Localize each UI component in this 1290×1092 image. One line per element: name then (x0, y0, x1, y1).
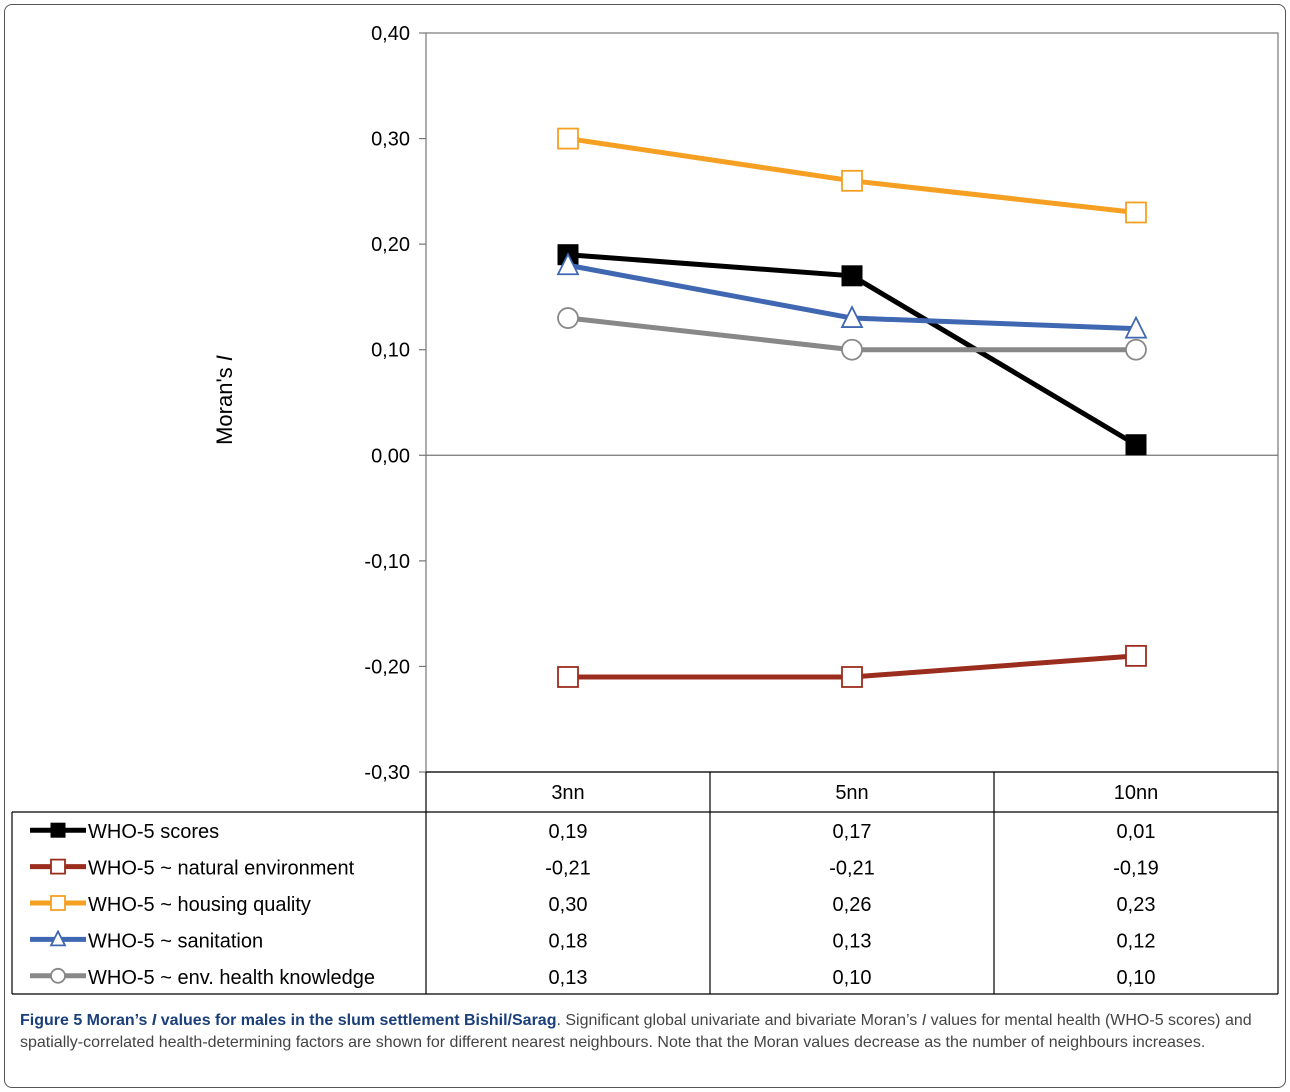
caption-label-italic: I (151, 1012, 157, 1029)
data-point (1125, 434, 1147, 456)
y-axis-title-italic: I (212, 355, 237, 361)
data-label: 0,26 (833, 894, 872, 916)
series-3 (556, 252, 1148, 339)
legend-marker (50, 858, 66, 875)
y-tick-label: 0,30 (371, 129, 410, 151)
data-point (557, 127, 579, 150)
caption-label-rest: values for males in the slum settlement … (156, 1012, 557, 1029)
plot-border (425, 32, 1279, 773)
data-point (1125, 201, 1147, 224)
legend-marker (50, 967, 66, 984)
x-category-label: 3nn (551, 782, 584, 804)
data-point (1125, 644, 1147, 667)
data-point (841, 265, 863, 287)
data-point (1125, 338, 1147, 361)
caption-italic: I (921, 1012, 927, 1029)
legend-entry: WHO-5 ~ natural environment (88, 858, 355, 880)
data-label: -0,19 (1113, 858, 1159, 880)
data-label: 0,13 (833, 930, 872, 952)
y-tick-label: -0,20 (364, 656, 410, 678)
series-1 (557, 644, 1147, 688)
caption-label: Figure 5 Moran’s (20, 1012, 152, 1029)
legend-entry: WHO-5 ~ sanitation (88, 930, 263, 952)
legend-marker (50, 895, 66, 911)
y-axis-title-text: Moran's (212, 361, 237, 445)
data-point (840, 305, 864, 328)
data-label: 0,01 (1117, 821, 1156, 843)
caption-text-1: . Significant global univariate and biva… (556, 1012, 922, 1029)
data-point (557, 307, 579, 329)
data-point (841, 338, 863, 361)
data-point (557, 666, 579, 688)
data-point (841, 169, 863, 192)
figure-frame (4, 4, 1286, 1088)
legend-entry: WHO-5 ~ env. health knowledge (88, 967, 375, 989)
data-point (1124, 315, 1148, 339)
data-label: -0,21 (545, 858, 591, 880)
plot-area (425, 32, 1279, 773)
y-tick-label: 0,20 (371, 234, 410, 256)
legend-marker (49, 929, 67, 947)
data-label: 0,30 (549, 894, 588, 916)
x-category-label: 10nn (1114, 782, 1159, 804)
line-chart: 0,40 0,30 0,20 0,10 0,00 -0,10 -0,20 -0,30 Mora… (11, 23, 1279, 995)
data-label: -0,21 (829, 858, 875, 880)
y-tick-label: -0,10 (364, 551, 410, 573)
legend-marker (50, 822, 66, 838)
y-tick-label: 0,00 (371, 445, 410, 467)
data-table: 3nn 5nn 10nn WHO-5 scores 0,19 0,17 0,01 WHO-5 … (11, 771, 1279, 995)
data-label: 0,18 (549, 930, 588, 952)
data-label: 0,23 (1117, 894, 1156, 916)
y-axis: 0,40 0,30 0,20 0,10 0,00 -0,10 -0,20 -0,30 (364, 23, 426, 784)
caption-text-2: values for mental health (WHO-5 scores) … (20, 1012, 1252, 1051)
figure-caption: Figure 5 Moran’s I values for males in t… (20, 1010, 1270, 1054)
legend-entry: WHO-5 ~ housing quality (88, 894, 311, 916)
data-label: 0,17 (833, 821, 872, 843)
data-label: 0,10 (1117, 967, 1156, 989)
y-axis-title: Moran's I (212, 355, 237, 445)
series-4 (557, 307, 1147, 361)
data-point (841, 666, 863, 688)
series-2 (557, 127, 1147, 224)
series-group (556, 127, 1148, 688)
data-label: 0,19 (549, 821, 588, 843)
data-label: 0,10 (833, 967, 872, 989)
data-label: 0,13 (549, 967, 588, 989)
legend-entry: WHO-5 scores (88, 821, 219, 843)
data-point (556, 252, 580, 276)
x-category-label: 5nn (835, 782, 868, 804)
y-tick-label: 0,40 (371, 23, 410, 45)
y-tick-label: 0,10 (371, 340, 410, 362)
series-0 (557, 244, 1147, 456)
data-label: 0,12 (1117, 930, 1156, 952)
y-tick-label: -0,30 (364, 762, 410, 784)
